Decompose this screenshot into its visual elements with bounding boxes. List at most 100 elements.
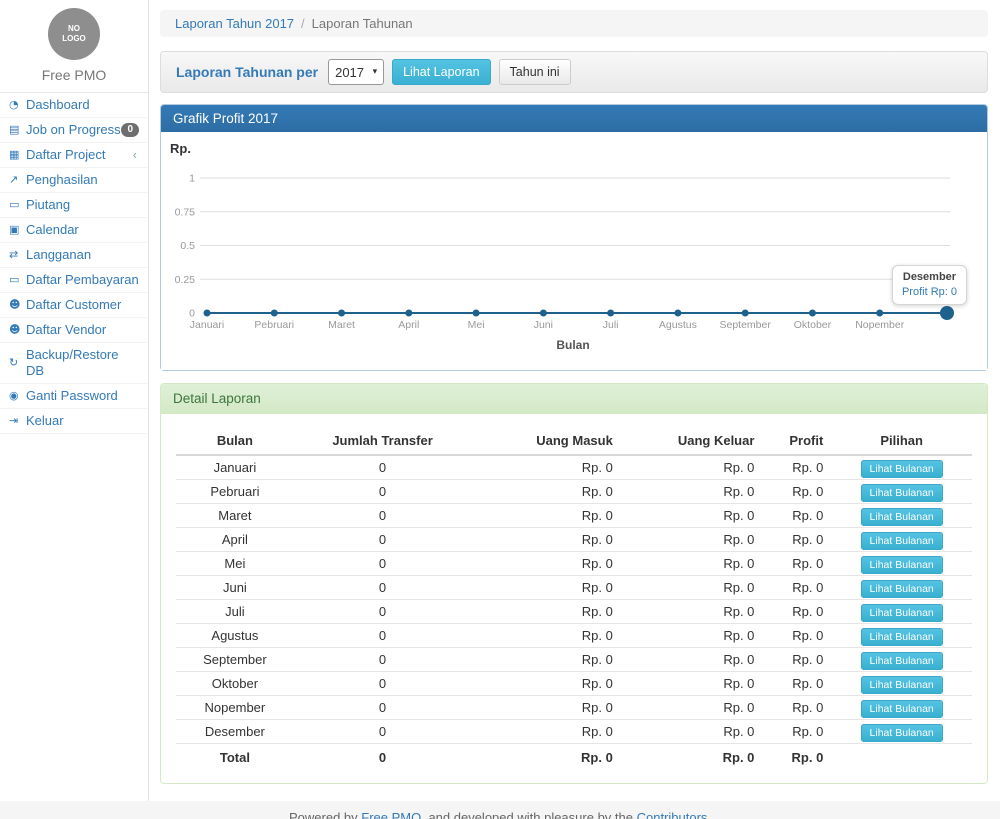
year-select[interactable]: 2017 ▾ [328,59,384,85]
cell-masuk: Rp. 0 [471,528,621,552]
view-report-button[interactable]: Lihat Laporan [392,59,490,85]
cell-masuk: Rp. 0 [471,624,621,648]
sidebar-menu-item[interactable]: ▭ Daftar Pembayaran [0,268,148,293]
view-monthly-button[interactable]: Lihat Bulanan [861,580,943,598]
profit-chart[interactable]: 00.250.50.751JanuariPebruariMaretAprilMe… [161,132,985,370]
view-monthly-button[interactable]: Lihat Bulanan [861,604,943,622]
cell-keluar: Rp. 0 [621,720,763,744]
caret-down-icon: ▾ [373,67,378,77]
cell-bulan: Oktober [176,672,294,696]
sidebar-menu-item[interactable]: ☻ Daftar Vendor [0,318,148,343]
tooltip-title: Desember [902,270,957,285]
table-header-row: Bulan Jumlah Transfer Uang Masuk Uang Ke… [176,429,972,455]
cell-transfer: 0 [294,552,471,576]
sidebar-menu-item[interactable]: ↗ Penghasilan [0,168,148,193]
users-icon: ☻ [9,322,26,338]
page-footer: Powered by Free PMO, and developed with … [0,801,1000,819]
cell-masuk: Rp. 0 [471,648,621,672]
brand-name: Free PMO [0,67,148,83]
view-monthly-button[interactable]: Lihat Bulanan [861,556,943,574]
cell-transfer: 0 [294,720,471,744]
footer-prefix: Powered by [289,810,361,819]
cell-bulan: April [176,528,294,552]
cell-bulan: Maret [176,504,294,528]
view-monthly-button[interactable]: Lihat Bulanan [861,484,943,502]
report-table: Bulan Jumlah Transfer Uang Masuk Uang Ke… [176,429,972,771]
svg-text:Juni: Juni [534,319,553,331]
chart-panel-body: Rp. 00.250.50.751JanuariPebruariMaretApr… [161,132,987,370]
cell-bulan: Juli [176,600,294,624]
breadcrumb-link-laporan-tahun[interactable]: Laporan Tahun 2017 [175,16,294,31]
sidebar-menu-item[interactable]: ↻ Backup/Restore DB [0,343,148,384]
sidebar-menu-item[interactable]: ▦ Daftar Project ‹ [0,143,148,168]
money-icon: ▭ [9,272,26,288]
svg-text:0.25: 0.25 [175,274,196,286]
footer-link-free-pmo[interactable]: Free PMO [361,810,421,819]
tooltip-value: Profit Rp: 0 [902,285,957,300]
app-page: NO LOGO Free PMO ◔ Dashboard ▤ Job on Pr… [0,0,1000,819]
svg-text:Oktober: Oktober [794,319,832,331]
svg-text:0.75: 0.75 [175,206,196,218]
breadcrumb: Laporan Tahun 2017 / Laporan Tahunan [160,10,988,37]
sidebar-menu-item[interactable]: ☻ Daftar Customer [0,293,148,318]
cell-masuk: Rp. 0 [471,480,621,504]
table-row: Mei 0 Rp. 0 Rp. 0 Rp. 0 Lihat Bulanan [176,552,972,576]
this-year-button[interactable]: Tahun ini [499,59,571,85]
view-monthly-button[interactable]: Lihat Bulanan [861,652,943,670]
sidebar-menu-item[interactable]: ▣ Calendar [0,218,148,243]
svg-text:Juli: Juli [603,319,619,331]
svg-text:0: 0 [189,308,195,320]
toolbar-label: Laporan Tahunan per [176,64,318,80]
cell-profit: Rp. 0 [762,624,831,648]
view-monthly-button[interactable]: Lihat Bulanan [861,724,943,742]
cell-keluar: Rp. 0 [621,528,763,552]
breadcrumb-separator: / [301,16,305,31]
cell-bulan: Nopember [176,696,294,720]
view-monthly-button[interactable]: Lihat Bulanan [861,532,943,550]
table-row: Maret 0 Rp. 0 Rp. 0 Rp. 0 Lihat Bulanan [176,504,972,528]
cell-transfer: 0 [294,648,471,672]
cell-keluar: Rp. 0 [621,504,763,528]
breadcrumb-current: Laporan Tahunan [312,16,413,31]
cell-bulan: Januari [176,455,294,480]
cell-bulan: Agustus [176,624,294,648]
view-monthly-button[interactable]: Lihat Bulanan [861,676,943,694]
total-label: Total [176,744,294,772]
cell-masuk: Rp. 0 [471,455,621,480]
cell-keluar: Rp. 0 [621,600,763,624]
total-keluar: Rp. 0 [621,744,763,772]
main-wrap: NO LOGO Free PMO ◔ Dashboard ▤ Job on Pr… [0,0,1000,801]
tasks-icon: ▤ [9,122,26,138]
detail-panel-title: Detail Laporan [161,384,987,414]
sidebar-menu-item[interactable]: ◔ Dashboard [0,93,148,118]
cell-profit: Rp. 0 [762,480,831,504]
chart-panel-title: Grafik Profit 2017 [161,105,987,132]
sidebar-menu-item[interactable]: ◉ Ganti Password [0,384,148,409]
svg-text:0.5: 0.5 [180,240,195,252]
sidebar-menu-item[interactable]: ▭ Piutang [0,193,148,218]
cell-transfer: 0 [294,504,471,528]
cell-profit: Rp. 0 [762,528,831,552]
cell-profit: Rp. 0 [762,600,831,624]
svg-text:Nopember: Nopember [855,319,905,331]
cell-transfer: 0 [294,672,471,696]
total-transfer: 0 [294,744,471,772]
view-monthly-button[interactable]: Lihat Bulanan [861,700,943,718]
view-monthly-button[interactable]: Lihat Bulanan [861,628,943,646]
table-row: Juli 0 Rp. 0 Rp. 0 Rp. 0 Lihat Bulanan [176,600,972,624]
cell-transfer: 0 [294,696,471,720]
line-chart-icon: ↗ [9,172,26,188]
sidebar-menu-item[interactable]: ⇄ Langganan [0,243,148,268]
cell-profit: Rp. 0 [762,504,831,528]
footer-link-contributors[interactable]: Contributors. [637,810,711,819]
cell-keluar: Rp. 0 [621,455,763,480]
svg-text:Mei: Mei [468,319,485,331]
view-monthly-button[interactable]: Lihat Bulanan [861,508,943,526]
sidebar-menu-item[interactable]: ⇥ Keluar [0,409,148,434]
dashboard-icon: ◔ [9,97,26,113]
view-monthly-button[interactable]: Lihat Bulanan [861,460,943,478]
table-icon: ▦ [9,147,26,163]
sidebar-menu-item[interactable]: ▤ Job on Progress 0 [0,118,148,143]
users-icon: ☻ [9,297,26,313]
sidebar-menu: ◔ Dashboard ▤ Job on Progress 0 ▦ [0,93,148,434]
